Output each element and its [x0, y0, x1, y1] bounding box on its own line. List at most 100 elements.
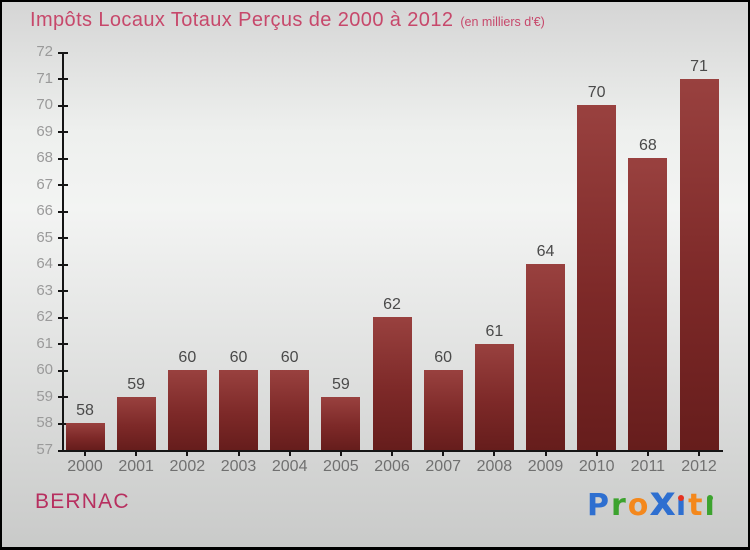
x-axis-tick: [135, 452, 138, 456]
y-axis-tick: [58, 263, 68, 266]
x-axis-label: 2003: [220, 458, 257, 475]
x-axis-label: 2009: [527, 458, 564, 475]
y-axis-tick: [58, 422, 68, 425]
y-axis-line: [62, 52, 64, 452]
logo-letter-i: ı: [704, 488, 715, 523]
y-axis-label: 71: [36, 69, 53, 87]
bar-2002: [167, 370, 207, 450]
bar-value-label: 58: [76, 402, 94, 420]
proxiti-logo[interactable]: Proxı tı: [586, 481, 716, 526]
y-axis-tick: [58, 104, 68, 107]
y-axis-label: 62: [36, 308, 53, 326]
place-name-label: BERNAC: [35, 490, 130, 513]
x-axis-tick: [493, 452, 496, 456]
y-axis-label: 69: [36, 122, 53, 140]
bar-value-label: 71: [690, 57, 708, 75]
y-axis-label: 59: [36, 387, 53, 405]
x-axis-label: 2006: [374, 458, 410, 475]
x-axis-tick: [237, 452, 240, 456]
y-axis-label: 70: [36, 96, 53, 114]
logo-letter-i: ı: [675, 488, 687, 523]
x-axis-tick: [595, 452, 598, 456]
x-axis-label: 2002: [169, 458, 206, 475]
x-axis-label: 2004: [271, 458, 308, 475]
x-axis-tick: [442, 452, 445, 456]
x-axis-tick: [339, 452, 342, 456]
bar-2010: [577, 105, 617, 450]
x-axis-tick: [84, 452, 86, 456]
x-axis-label: 2007: [425, 458, 461, 475]
bar-2009: [526, 264, 566, 450]
x-axis-tick: [646, 452, 649, 456]
x-axis-label: 2008: [476, 458, 513, 475]
y-axis-label: 65: [36, 228, 53, 246]
bar-value-label: 68: [638, 137, 657, 155]
bar-2000: [65, 423, 105, 450]
x-axis-tick: [698, 452, 701, 456]
logo-letter-x: x: [649, 477, 675, 525]
bar-2007: [423, 370, 463, 450]
x-axis-label: 2010: [578, 458, 615, 475]
x-axis-label: 2000: [67, 458, 103, 475]
y-axis-label: 63: [36, 281, 53, 299]
y-axis-tick: [58, 449, 68, 452]
bar-2004: [270, 370, 310, 450]
x-axis-tick: [544, 452, 547, 456]
y-axis-tick: [58, 51, 68, 54]
bar-value-label: 62: [383, 296, 401, 314]
logo-letter-o: o: [627, 488, 649, 523]
y-axis-tick: [58, 157, 68, 160]
bar-value-label: 60: [434, 349, 453, 367]
bar-value-label: 64: [536, 243, 555, 261]
y-axis-tick: [58, 369, 68, 372]
bar-2003: [219, 370, 258, 450]
bar-2001: [116, 396, 156, 450]
bar-value-label: 59: [331, 375, 350, 393]
y-axis-label: 66: [36, 202, 53, 220]
y-axis-tick: [58, 343, 68, 346]
y-axis-label: 72: [36, 43, 53, 60]
y-axis-tick: [58, 316, 68, 319]
x-axis-tick: [186, 452, 189, 456]
y-axis-label: 64: [36, 255, 53, 273]
y-axis-label: 67: [36, 175, 53, 193]
y-axis-tick: [58, 396, 68, 399]
x-axis-label: 2005: [323, 458, 359, 475]
chart-title-text: Impôts Locaux Totaux Perçus de 2000 à 20…: [30, 9, 454, 31]
logo-letter-i-dot: [678, 495, 685, 501]
logo-letter-t: t: [688, 488, 703, 523]
y-axis-label: 60: [36, 361, 53, 379]
logo-letter-P: P: [587, 488, 609, 523]
bar-value-label: 60: [229, 349, 248, 367]
bar-2008: [474, 343, 514, 450]
logo-letter-r: r: [611, 488, 626, 523]
logo-letter-i-dot: [706, 495, 713, 501]
y-axis-tick: [58, 78, 68, 81]
bar-2011: [628, 158, 668, 450]
x-axis-label: 2001: [118, 458, 154, 475]
bar-value-label: 60: [280, 349, 299, 367]
y-axis-label: 57: [36, 441, 53, 458]
bar-2005: [321, 396, 361, 450]
x-axis-line: [62, 450, 723, 452]
bar-chart-area: 57 58 59 60 61 62 63 64 65 66 67 68 69 70 71 72 58 2000 59…: [2, 2, 748, 482]
bar-value-label: 59: [127, 375, 146, 393]
x-axis-label: 2011: [630, 458, 666, 475]
x-axis-tick: [391, 452, 394, 456]
bar-value-label: 70: [587, 84, 606, 102]
y-axis-label: 61: [36, 334, 53, 352]
x-axis-tick: [288, 452, 291, 456]
y-axis-tick: [58, 237, 68, 240]
y-axis-tick: [58, 131, 68, 134]
x-axis-label: 2012: [681, 458, 717, 475]
bar-2006: [372, 317, 412, 450]
y-axis-label: 68: [36, 149, 53, 167]
y-axis-tick: [58, 184, 68, 187]
y-axis-tick: [58, 210, 68, 213]
chart-title-suffix: (en milliers d'€): [460, 15, 545, 29]
y-axis-tick: [58, 290, 68, 293]
bar-value-label: 61: [485, 322, 504, 340]
bar-value-label: 60: [178, 349, 197, 367]
bar-2012: [679, 78, 719, 450]
